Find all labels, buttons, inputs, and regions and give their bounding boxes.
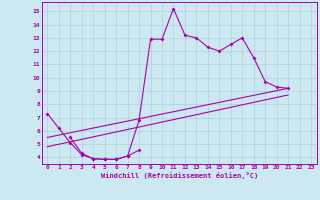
X-axis label: Windchill (Refroidissement éolien,°C): Windchill (Refroidissement éolien,°C) — [100, 172, 258, 179]
